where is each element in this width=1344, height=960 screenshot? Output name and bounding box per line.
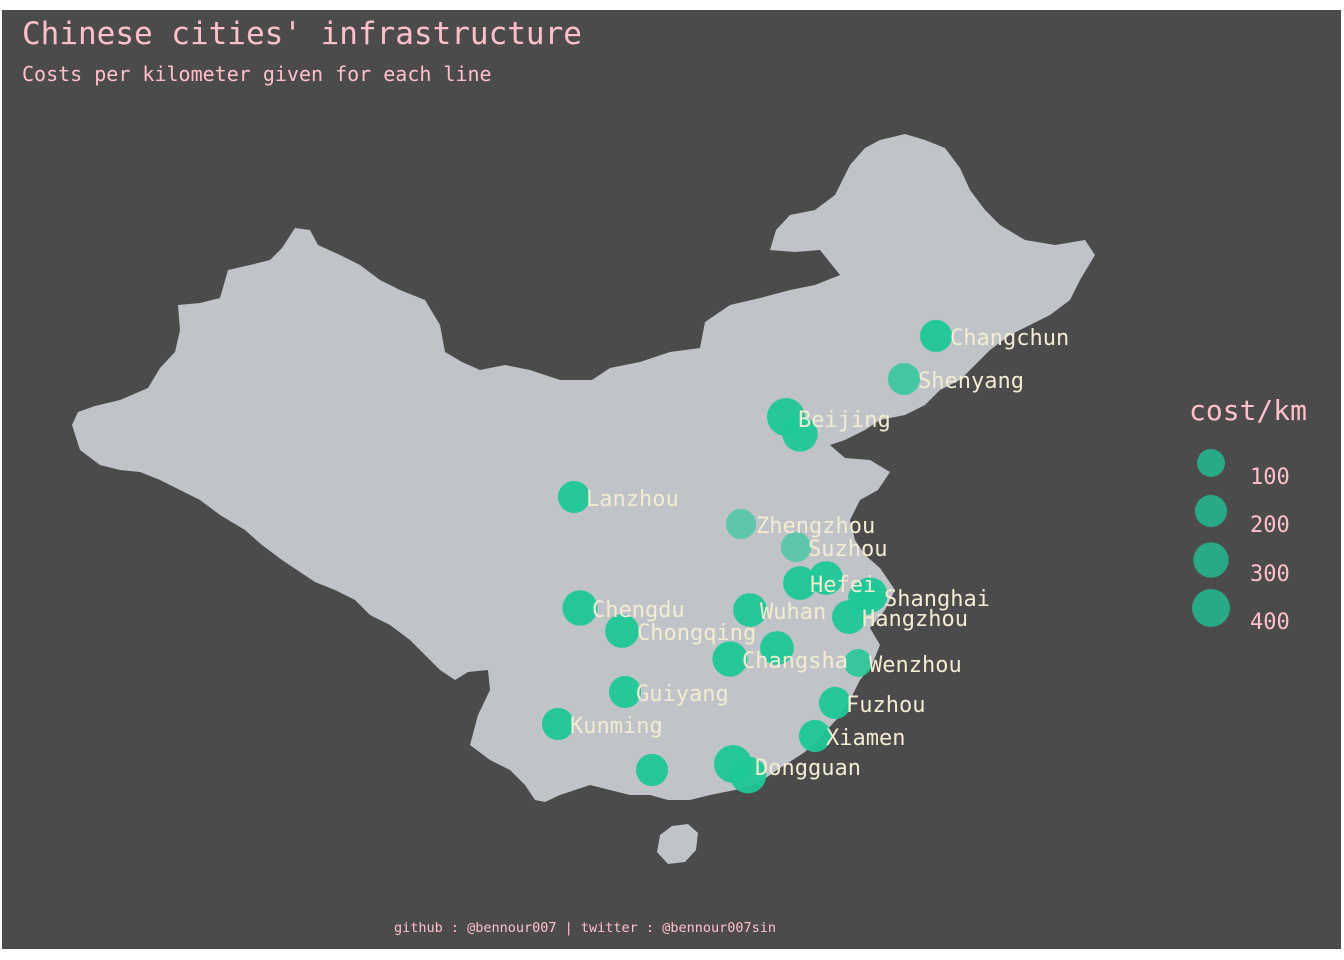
- city-label-changsha: Changsha: [742, 649, 848, 674]
- city-point-unlabeled: [712, 641, 748, 677]
- city-point-beijing: [767, 398, 805, 436]
- city-point-kunming: [541, 707, 575, 741]
- mainland-shape: [72, 134, 1095, 802]
- legend-label-200: 200: [1250, 513, 1290, 538]
- city-point-suzhou: [780, 531, 812, 563]
- city-label-suzhou: Suzhou: [808, 537, 887, 562]
- legend-key-200: [1194, 494, 1228, 528]
- city-label-lanzhou: Lanzhou: [586, 487, 679, 512]
- chart-subtitle: Costs per kilometer given for each line: [22, 62, 492, 86]
- city-point-zhengzhou: [725, 508, 757, 540]
- city-label-chengdu: Chengdu: [592, 598, 685, 623]
- city-label-chongqing: Chongqing: [637, 621, 756, 646]
- city-point-xiamen: [798, 719, 832, 753]
- city-label-kunming: Kunming: [570, 714, 663, 739]
- city-point-chengdu: [562, 590, 598, 626]
- hainan-island: [657, 824, 698, 864]
- legend-key-300: [1193, 542, 1229, 578]
- size-legend: cost/km 100 200 300 400: [1189, 394, 1307, 635]
- city-point-guiyang: [608, 675, 642, 709]
- legend-title: cost/km: [1189, 394, 1307, 427]
- legend-key-400: [1192, 589, 1230, 627]
- city-point-wenzhou: [844, 649, 872, 677]
- city-point-chongqing: [605, 614, 639, 648]
- city-point-changsha: [760, 631, 794, 665]
- city-point-unlabeled: [809, 561, 843, 595]
- legend-label-100: 100: [1250, 465, 1290, 490]
- city-label-beijing: Beijing: [798, 408, 891, 433]
- legend-key-100: [1197, 449, 1225, 477]
- city-labels: Changchun Shenyang Beijing Lanzhou Zhengzhou…: [570, 326, 1069, 781]
- city-point-shenyang: [887, 362, 921, 396]
- city-label-xiamen: Xiamen: [826, 726, 905, 751]
- city-point-wuhan: [733, 593, 767, 627]
- city-point-hefei: [783, 566, 817, 600]
- city-label-changchun: Changchun: [950, 326, 1069, 351]
- city-label-fuzhou: Fuzhou: [846, 693, 925, 718]
- city-points: [541, 319, 953, 794]
- city-point-fuzhou: [818, 686, 852, 720]
- city-label-shanghai: Shanghai: [884, 587, 990, 612]
- city-label-hefei: Hefei: [810, 573, 876, 598]
- city-point-lanzhou: [557, 480, 591, 514]
- city-point-shanghai: [852, 577, 888, 613]
- chart-title: Chinese cities' infrastructure: [22, 16, 582, 52]
- city-point-unlabeled: [635, 753, 669, 787]
- caption: github : @bennour007 | twitter : @bennou…: [393, 920, 776, 936]
- city-label-zhengzhou: Zhengzhou: [756, 514, 875, 539]
- city-point-changchun: [919, 319, 953, 353]
- city-label-wenzhou: Wenzhou: [869, 653, 962, 678]
- legend-label-300: 300: [1250, 562, 1290, 587]
- city-label-wuhan: Wuhan: [760, 600, 826, 625]
- city-label-shenyang: Shenyang: [918, 369, 1024, 394]
- legend-label-400: 400: [1250, 610, 1290, 635]
- city-label-guiyang: Guiyang: [636, 682, 729, 707]
- city-point-hangzhou: [832, 600, 866, 634]
- city-point-dongguan: [714, 745, 752, 783]
- china-landmass: [72, 134, 1095, 864]
- city-label-hangzhou: Hangzhou: [862, 607, 968, 632]
- legend-keys: 100 200 300 400: [1192, 449, 1290, 635]
- city-label-dongguan: Dongguan: [755, 756, 861, 781]
